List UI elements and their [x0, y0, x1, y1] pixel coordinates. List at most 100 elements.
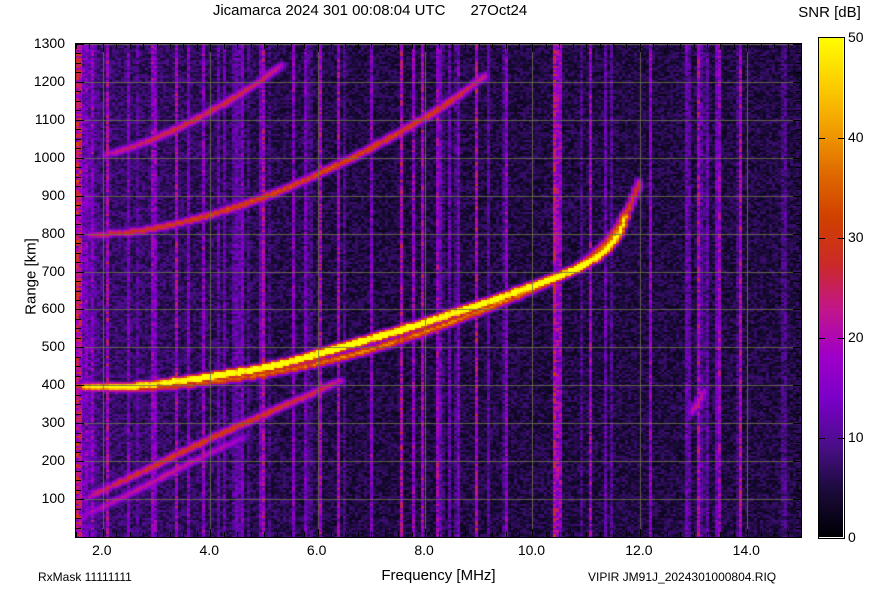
axis-tick — [796, 490, 801, 491]
axis-tick — [793, 272, 801, 273]
axis-tick — [143, 44, 144, 49]
colorbar-tick-labels: 0 10 20 30 40 50 — [848, 29, 884, 545]
axis-tick — [277, 44, 278, 49]
axis-tick — [506, 532, 507, 537]
axis-tick — [694, 44, 695, 49]
axis-tick — [237, 44, 238, 49]
y-axis-title: Range [km] — [22, 238, 40, 315]
x-axis-title: Frequency [MHz] — [381, 567, 496, 584]
axis-tick — [210, 44, 211, 52]
axis-tick — [761, 532, 762, 537]
axis-tick — [277, 532, 278, 537]
axis-tick — [76, 272, 84, 273]
axis-tick — [793, 499, 801, 500]
axis-tick — [653, 532, 654, 537]
axis-tick — [76, 63, 81, 64]
axis-tick — [76, 186, 81, 187]
axis-tick — [76, 148, 81, 149]
axis-tick — [237, 532, 238, 537]
axis-tick — [197, 532, 198, 537]
axis-tick — [264, 532, 265, 537]
colorbar-tick — [819, 238, 825, 239]
axis-tick — [640, 44, 641, 52]
axis-tick — [532, 44, 533, 52]
axis-tick — [796, 357, 801, 358]
x-tick-label: 4.0 — [199, 542, 219, 558]
axis-tick — [76, 537, 84, 538]
axis-tick — [76, 509, 81, 510]
plot-area[interactable] — [75, 43, 802, 538]
axis-tick — [573, 532, 574, 537]
axis-tick — [425, 44, 426, 52]
y-tick-label: 1300 — [33, 35, 65, 51]
axis-tick — [546, 532, 547, 537]
axis-tick — [801, 532, 802, 537]
axis-tick — [76, 167, 81, 168]
axis-tick — [76, 158, 84, 159]
axis-tick — [412, 44, 413, 49]
axis-tick — [76, 224, 81, 225]
ionogram-heatmap-canvas[interactable] — [76, 44, 801, 537]
axis-tick — [796, 281, 801, 282]
y-tick-label: 300 — [41, 414, 65, 431]
axis-tick — [796, 72, 801, 73]
axis-tick — [734, 532, 735, 537]
axis-tick — [559, 44, 560, 49]
axis-tick — [720, 44, 721, 49]
axis-tick — [76, 110, 81, 111]
colorbar-tick-label: 0 — [848, 529, 856, 545]
axis-tick — [76, 480, 81, 481]
axis-tick — [479, 44, 480, 49]
axis-tick — [793, 423, 801, 424]
axis-tick — [76, 528, 81, 529]
axis-tick — [76, 72, 81, 73]
y-axis-tick-labels: 100 200 300 400 500 600 700 800 900 1000 1100 1200 1… — [0, 35, 70, 538]
axis-tick — [76, 205, 81, 206]
axis-tick — [586, 44, 587, 49]
axis-tick — [224, 532, 225, 537]
axis-tick — [76, 518, 81, 519]
colorbar-tick — [819, 138, 825, 139]
axis-tick — [251, 44, 252, 49]
y-tick-label: 200 — [41, 452, 65, 469]
colorbar[interactable] — [818, 37, 845, 539]
axis-tick — [157, 44, 158, 49]
axis-tick — [76, 338, 81, 339]
axis-tick — [492, 532, 493, 537]
axis-tick — [76, 433, 81, 434]
axis-tick — [796, 139, 801, 140]
axis-tick — [793, 120, 801, 121]
axis-tick — [747, 44, 748, 52]
axis-tick — [76, 234, 84, 235]
axis-tick — [796, 395, 801, 396]
axis-tick — [210, 529, 211, 537]
colorbar-tick — [838, 238, 844, 239]
axis-tick — [358, 532, 359, 537]
axis-tick — [796, 471, 801, 472]
axis-tick — [318, 529, 319, 537]
axis-tick — [157, 532, 158, 537]
axis-tick — [170, 532, 171, 537]
axis-tick — [452, 44, 453, 49]
axis-tick — [600, 44, 601, 49]
axis-tick — [479, 532, 480, 537]
axis-tick — [506, 44, 507, 49]
axis-tick — [707, 532, 708, 537]
axis-tick — [304, 44, 305, 49]
colorbar-tick-label: 50 — [848, 29, 864, 45]
axis-tick — [707, 44, 708, 49]
axis-tick — [76, 281, 81, 282]
axis-tick — [116, 44, 117, 49]
colorbar-tick — [838, 338, 844, 339]
x-tick-label: 10.0 — [517, 542, 546, 558]
axis-tick — [318, 44, 319, 52]
axis-tick — [796, 224, 801, 225]
axis-tick — [76, 177, 81, 178]
axis-tick — [76, 357, 81, 358]
axis-tick — [439, 44, 440, 49]
axis-tick — [796, 328, 801, 329]
axis-tick — [559, 532, 560, 537]
axis-tick — [519, 532, 520, 537]
axis-tick — [76, 139, 81, 140]
